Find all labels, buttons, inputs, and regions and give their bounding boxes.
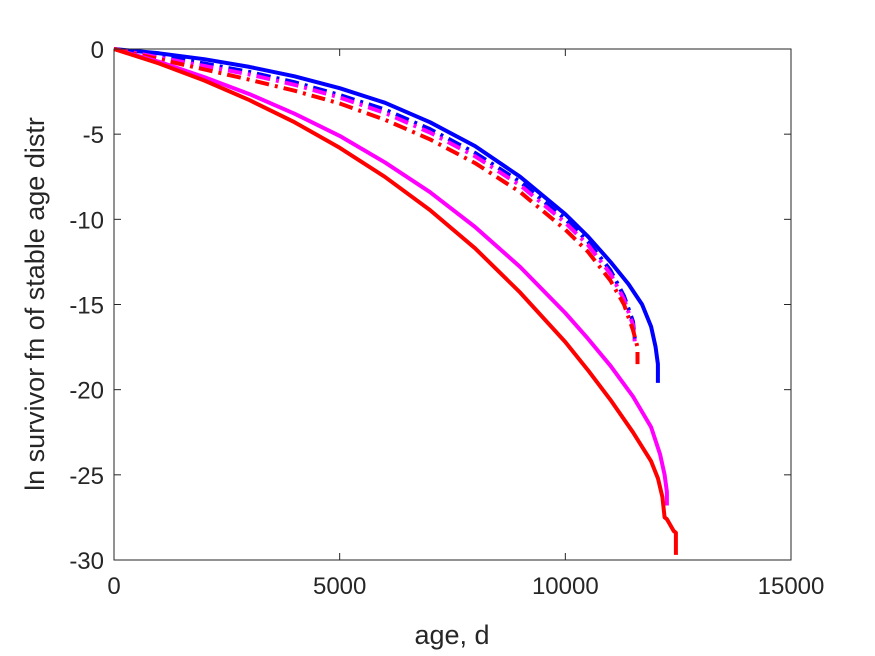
y-tick-label: -10 xyxy=(69,207,104,234)
y-tick-label: -15 xyxy=(69,293,104,320)
series-line-6-solid xyxy=(113,47,678,555)
series-line-4-dashdot xyxy=(113,47,640,365)
series-line-3-dashdot xyxy=(113,47,638,348)
y-tick-label: -5 xyxy=(83,122,104,149)
y-tick-label: 0 xyxy=(91,37,104,64)
x-tick-label: 10000 xyxy=(532,573,599,600)
plot-area xyxy=(114,49,791,560)
series-line-5-solid xyxy=(113,47,669,506)
x-tick-label: 15000 xyxy=(758,573,825,600)
x-tick-label: 0 xyxy=(107,573,120,600)
y-tick-label: -20 xyxy=(69,378,104,405)
series-line-2-dashdot xyxy=(113,47,638,344)
series-layer xyxy=(113,47,678,555)
y-tick-label: -30 xyxy=(69,548,104,575)
y-axis-title: ln survivor fn of stable age distr xyxy=(20,117,50,491)
tick-layer: 0 5000 10000 15000 0 -5 -10 -15 -20 -25 -30 xyxy=(69,37,824,600)
x-tick-label: 5000 xyxy=(313,573,366,600)
series-line-1-solid xyxy=(113,47,660,383)
y-tick-label: -25 xyxy=(69,463,104,490)
x-axis-title: age, d xyxy=(414,620,489,650)
